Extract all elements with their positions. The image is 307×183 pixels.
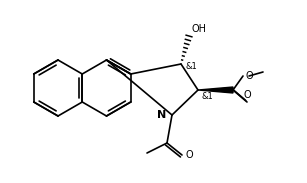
Polygon shape — [198, 87, 233, 93]
Text: O: O — [185, 150, 192, 160]
Text: &1: &1 — [186, 62, 198, 71]
Text: N: N — [157, 110, 166, 120]
Text: &1: &1 — [202, 92, 214, 101]
Text: O: O — [245, 71, 253, 81]
Text: O: O — [243, 90, 251, 100]
Text: OH: OH — [191, 24, 206, 34]
